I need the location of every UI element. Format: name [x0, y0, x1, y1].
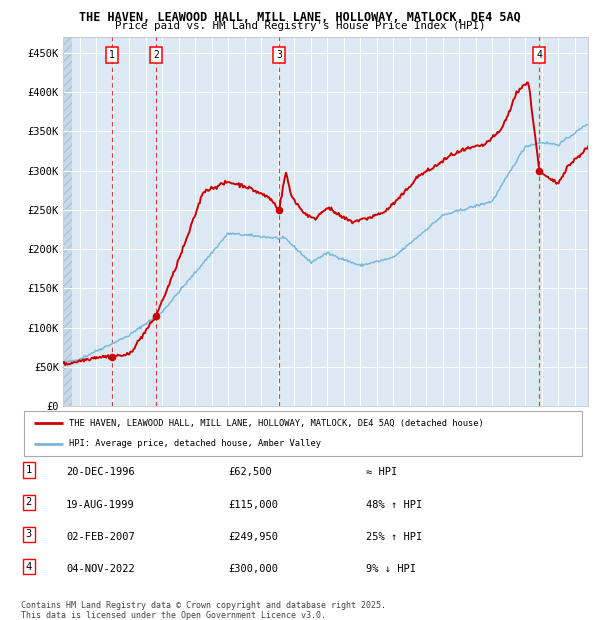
Text: 02-FEB-2007: 02-FEB-2007: [66, 532, 135, 542]
Text: Price paid vs. HM Land Registry's House Price Index (HPI): Price paid vs. HM Land Registry's House …: [115, 21, 485, 31]
Text: 1: 1: [26, 465, 32, 475]
Text: £300,000: £300,000: [228, 564, 278, 574]
FancyBboxPatch shape: [24, 411, 582, 456]
Text: 19-AUG-1999: 19-AUG-1999: [66, 500, 135, 510]
Text: Contains HM Land Registry data © Crown copyright and database right 2025.: Contains HM Land Registry data © Crown c…: [21, 601, 386, 611]
Text: 4: 4: [26, 562, 32, 572]
Text: £115,000: £115,000: [228, 500, 278, 510]
Text: THE HAVEN, LEAWOOD HALL, MILL LANE, HOLLOWAY, MATLOCK, DE4 5AQ: THE HAVEN, LEAWOOD HALL, MILL LANE, HOLL…: [79, 11, 521, 24]
Text: £249,950: £249,950: [228, 532, 278, 542]
Text: 48% ↑ HPI: 48% ↑ HPI: [366, 500, 422, 510]
Text: £62,500: £62,500: [228, 467, 272, 477]
Text: 1: 1: [109, 50, 115, 60]
Bar: [63, 37, 72, 406]
Text: This data is licensed under the Open Government Licence v3.0.: This data is licensed under the Open Gov…: [21, 611, 326, 620]
Text: 20-DEC-1996: 20-DEC-1996: [66, 467, 135, 477]
Text: 4: 4: [536, 50, 542, 60]
Text: ≈ HPI: ≈ HPI: [366, 467, 397, 477]
Text: 04-NOV-2022: 04-NOV-2022: [66, 564, 135, 574]
Text: HPI: Average price, detached house, Amber Valley: HPI: Average price, detached house, Ambe…: [68, 439, 320, 448]
Text: 25% ↑ HPI: 25% ↑ HPI: [366, 532, 422, 542]
Text: 3: 3: [276, 50, 282, 60]
Text: 2: 2: [26, 497, 32, 507]
Text: 2: 2: [153, 50, 159, 60]
Text: 3: 3: [26, 529, 32, 539]
Text: THE HAVEN, LEAWOOD HALL, MILL LANE, HOLLOWAY, MATLOCK, DE4 5AQ (detached house): THE HAVEN, LEAWOOD HALL, MILL LANE, HOLL…: [68, 418, 484, 428]
Text: 9% ↓ HPI: 9% ↓ HPI: [366, 564, 416, 574]
